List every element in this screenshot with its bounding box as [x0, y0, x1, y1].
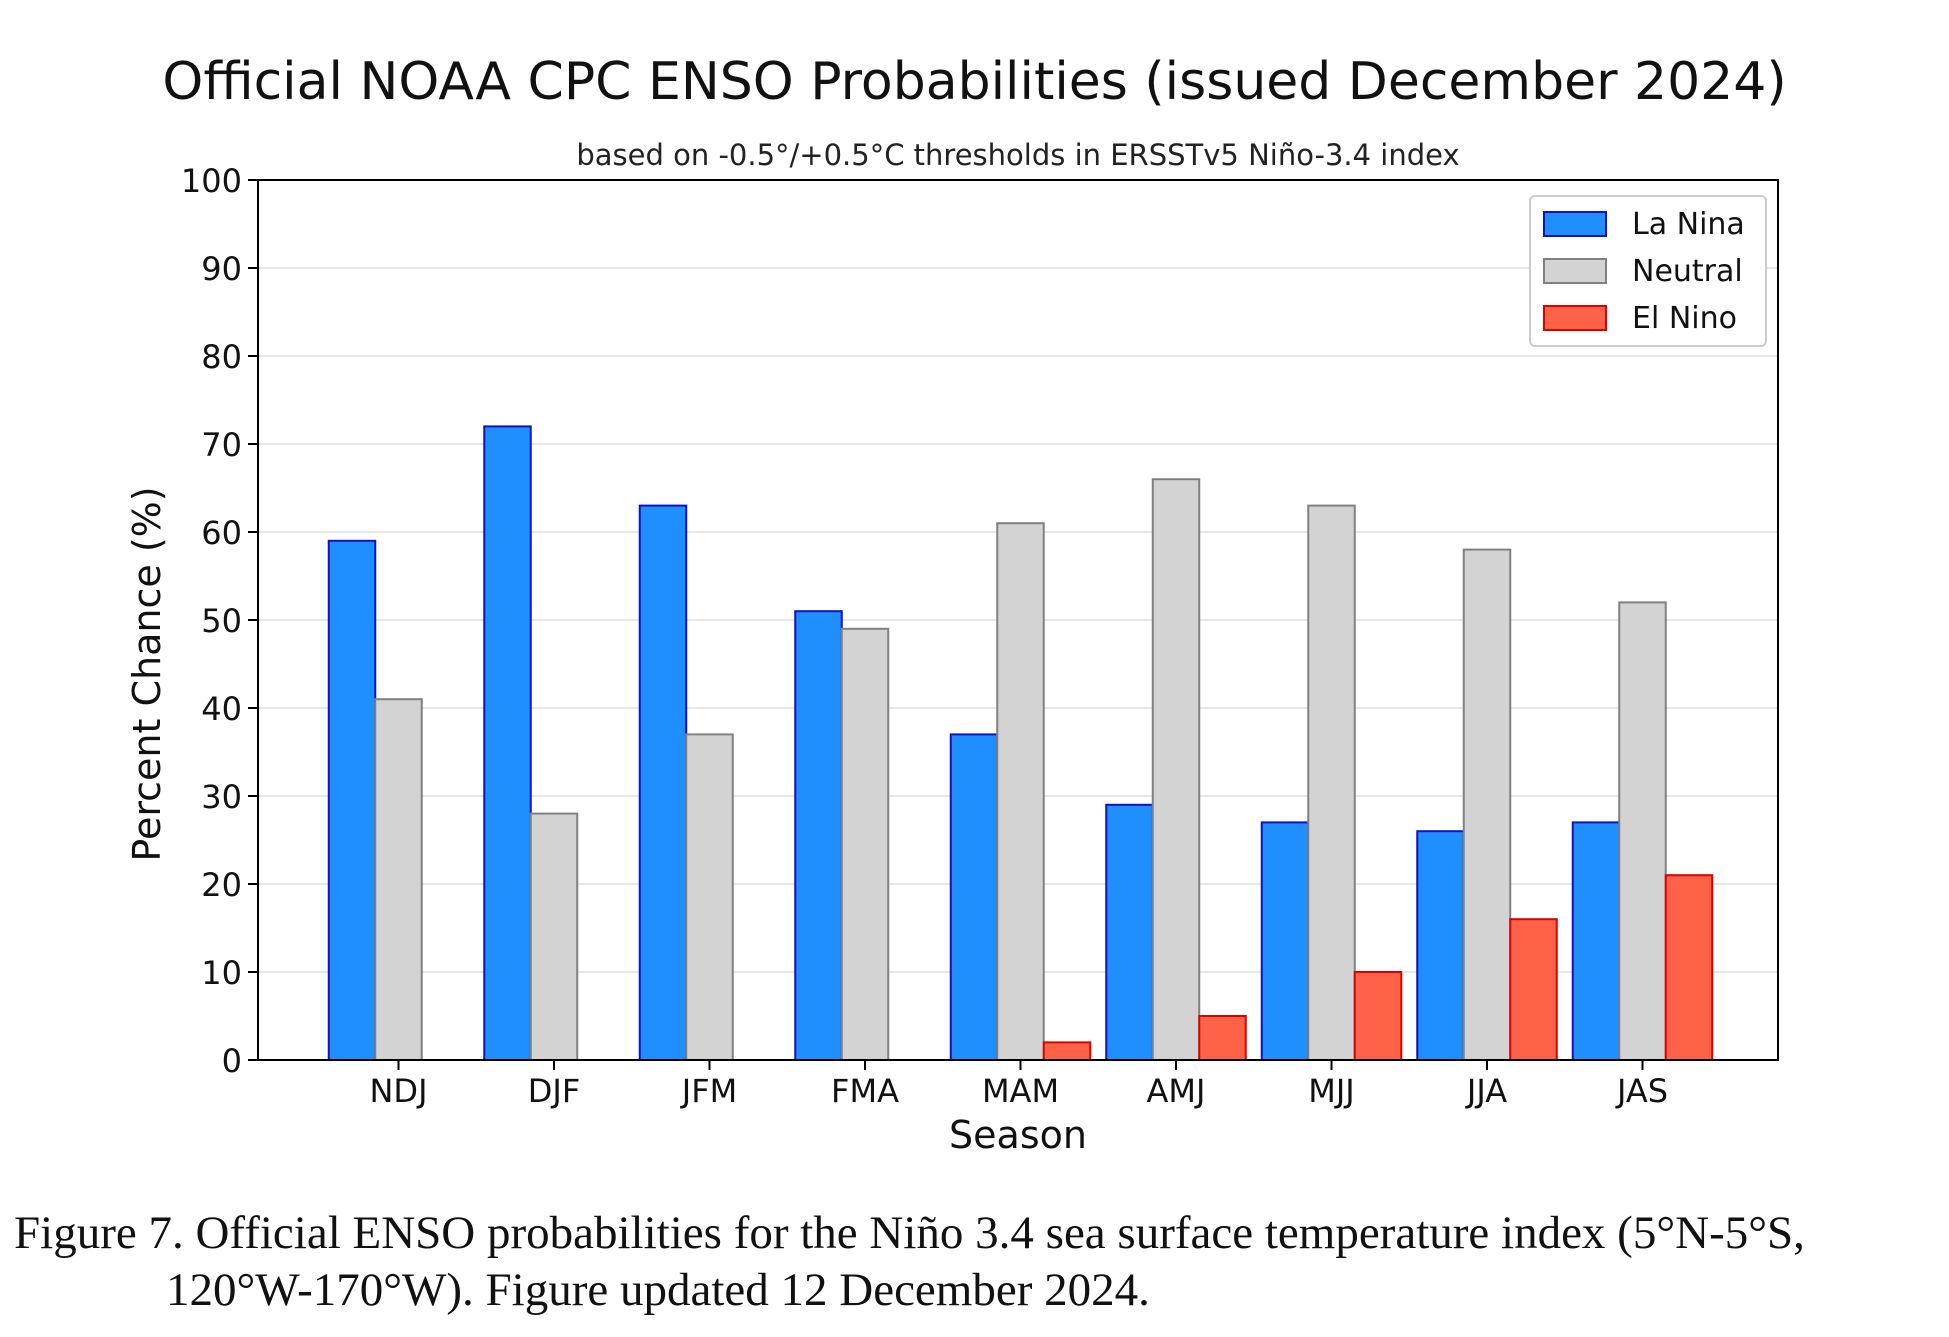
- y-tick-label: 70: [201, 426, 242, 464]
- y-tick-label: 60: [201, 514, 242, 552]
- x-tick-label: JJA: [1465, 1072, 1507, 1110]
- x-tick-label: DJF: [528, 1072, 580, 1110]
- bar-la-nina: [794, 610, 843, 1061]
- y-tick-label: 0: [222, 1042, 242, 1080]
- bar-neutral: [685, 733, 734, 1062]
- bar-la-nina: [1105, 803, 1154, 1061]
- bars: [327, 425, 1714, 1062]
- y-tick-label: 80: [201, 338, 242, 376]
- chart-svg: 0 10 20 30 40 50 60 70 80 90 100 NDJ DJF JFM FMA MAM AM…: [125, 162, 1779, 1157]
- chart-subtitle: based on -0.5°/+0.5°C thresholds in ERSS…: [576, 138, 1460, 172]
- y-tick-label: 10: [201, 954, 242, 992]
- x-axis-label: Season: [949, 1113, 1087, 1157]
- bar-el-nino: [1664, 874, 1714, 1062]
- bar-el-nino: [1509, 918, 1558, 1062]
- chart-title: Official NOAA CPC ENSO Probabilities (is…: [162, 52, 1787, 112]
- x-tick-label: FMA: [831, 1072, 899, 1110]
- bar-la-nina: [483, 425, 532, 1061]
- bar-el-nino: [1042, 1041, 1092, 1062]
- bar-neutral: [1307, 504, 1356, 1062]
- y-axis: 0 10 20 30 40 50 60 70 80 90 100: [181, 162, 258, 1080]
- y-tick-label: 40: [201, 690, 242, 728]
- x-tick-label: MAM: [982, 1072, 1059, 1110]
- bar-la-nina: [327, 539, 377, 1061]
- legend-label: La Nina: [1632, 207, 1745, 242]
- bar-neutral: [374, 698, 423, 1061]
- x-axis: NDJ DJF JFM FMA MAM AMJ MJJ JJA JAS: [369, 1060, 1668, 1110]
- figure-caption: Figure 7. Official ENSO probabilities fo…: [14, 1205, 1934, 1319]
- bar-neutral: [996, 522, 1045, 1061]
- caption-line-1: Figure 7. Official ENSO probabilities fo…: [14, 1207, 1805, 1259]
- bar-la-nina: [1416, 830, 1465, 1062]
- bar-neutral: [529, 812, 579, 1061]
- x-tick-label: AMJ: [1147, 1072, 1206, 1110]
- x-tick-label: NDJ: [369, 1072, 427, 1110]
- bar-neutral: [840, 627, 890, 1061]
- legend-label: Neutral: [1632, 254, 1743, 289]
- legend-swatch: [1543, 211, 1607, 237]
- y-axis-label: Percent Chance (%): [125, 486, 169, 861]
- bar-la-nina: [1571, 821, 1621, 1062]
- bar-neutral: [1462, 548, 1512, 1061]
- legend-swatch: [1543, 305, 1607, 331]
- bar-la-nina: [638, 504, 688, 1062]
- x-tick-label: MJJ: [1308, 1072, 1354, 1110]
- bar-la-nina: [1260, 821, 1310, 1062]
- bar-el-nino: [1353, 971, 1403, 1061]
- x-tick-label: JFM: [680, 1072, 737, 1110]
- bar-el-nino: [1198, 1015, 1247, 1061]
- x-tick-label: JAS: [1615, 1072, 1668, 1110]
- caption-line-2: 120°W-170°W). Figure updated 12 December…: [166, 1264, 1150, 1316]
- bar-la-nina: [949, 733, 999, 1062]
- y-tick-label: 100: [181, 162, 242, 200]
- legend-label: El Nino: [1632, 301, 1737, 336]
- bar-neutral: [1618, 601, 1667, 1062]
- legend-swatch: [1543, 258, 1607, 284]
- y-tick-label: 90: [201, 250, 242, 288]
- bar-neutral: [1151, 478, 1201, 1061]
- y-tick-label: 50: [201, 602, 242, 640]
- legend: La Nina Neutral El Nino: [1529, 195, 1767, 347]
- y-tick-label: 20: [201, 866, 242, 904]
- y-tick-label: 30: [201, 778, 242, 816]
